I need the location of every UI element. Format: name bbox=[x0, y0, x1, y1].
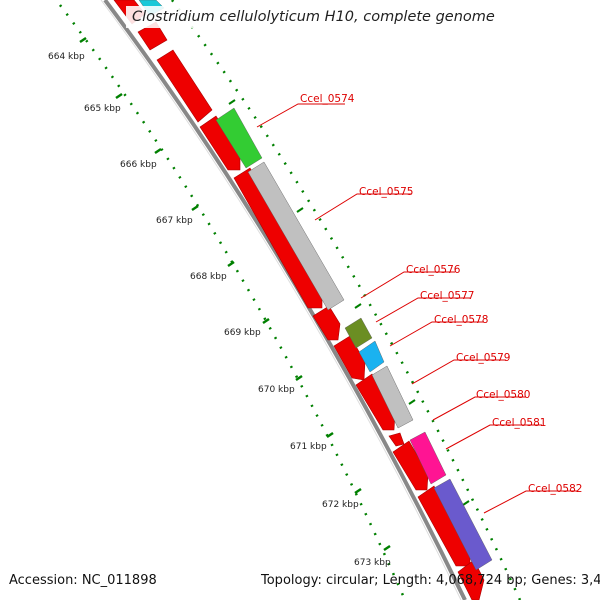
scale-label: 672 kbp bbox=[322, 500, 359, 510]
gene-label: Ccel_0577 bbox=[420, 290, 474, 302]
gene-arrow bbox=[333, 335, 366, 381]
gene-label: Ccel_0579 bbox=[456, 352, 510, 364]
gene-arrow bbox=[312, 305, 341, 341]
scale-label: 665 kbp bbox=[84, 104, 121, 114]
gene-Ccel_0579 bbox=[371, 365, 414, 429]
scale-label: 669 kbp bbox=[224, 328, 261, 338]
genome-backbone bbox=[103, 0, 467, 601]
gene-Ccel_0574 bbox=[215, 107, 263, 169]
inner-tick-ring bbox=[59, 4, 407, 601]
accession-label: Accession: NC_011898 bbox=[9, 573, 157, 588]
scale-label: 671 kbp bbox=[290, 442, 327, 452]
outer-tick-ring bbox=[171, 0, 522, 601]
gene-label: Ccel_0576 bbox=[406, 264, 461, 276]
scale-label: 667 kbp bbox=[156, 216, 193, 226]
forward-strand-features bbox=[138, 0, 493, 571]
gene-labels: Ccel_0574 Ccel_0575 Ccel_0576 Ccel_0577 … bbox=[300, 93, 582, 495]
gene-callout-lines bbox=[256, 103, 578, 514]
genome-summary: Topology: circular; Length: 4,068,724 bp… bbox=[261, 573, 600, 588]
gene-label: Ccel_0574 bbox=[300, 93, 355, 105]
scale-labels: 664 kbp 665 kbp 666 kbp 667 kbp 668 kbp … bbox=[48, 52, 391, 568]
gene-Ccel_0582 bbox=[433, 478, 493, 571]
map-title: Clostridium cellulolyticum H10, complete… bbox=[132, 9, 495, 25]
scale-label: 666 kbp bbox=[120, 160, 157, 170]
gene-arrow bbox=[392, 440, 429, 491]
gene-label: Ccel_0582 bbox=[528, 483, 582, 495]
gene-Ccel_0577 bbox=[344, 317, 373, 349]
gene-arrow bbox=[457, 559, 485, 601]
gene-arrow bbox=[199, 115, 241, 171]
scale-label: 670 kbp bbox=[258, 385, 295, 395]
gene-Ccel_0575 bbox=[247, 161, 345, 311]
gene-arrow bbox=[156, 49, 213, 123]
scale-label: 664 kbp bbox=[48, 52, 85, 62]
gene-arrow bbox=[388, 432, 405, 447]
gene-Ccel_0580 bbox=[409, 431, 447, 485]
reverse-strand-features bbox=[113, 0, 485, 601]
gene-arrow bbox=[355, 373, 396, 431]
map-title-box: Clostridium cellulolyticum H10, complete… bbox=[126, 6, 501, 28]
gene-Ccel_0578 bbox=[358, 340, 385, 373]
scale-label: 673 kbp bbox=[354, 558, 391, 568]
gene-label: Ccel_0580 bbox=[476, 389, 530, 401]
gene-label: Ccel_0581 bbox=[492, 417, 546, 429]
gene-label: Ccel_0578 bbox=[434, 314, 488, 326]
gene-label: Ccel_0575 bbox=[359, 186, 413, 198]
scale-label: 668 kbp bbox=[190, 272, 227, 282]
